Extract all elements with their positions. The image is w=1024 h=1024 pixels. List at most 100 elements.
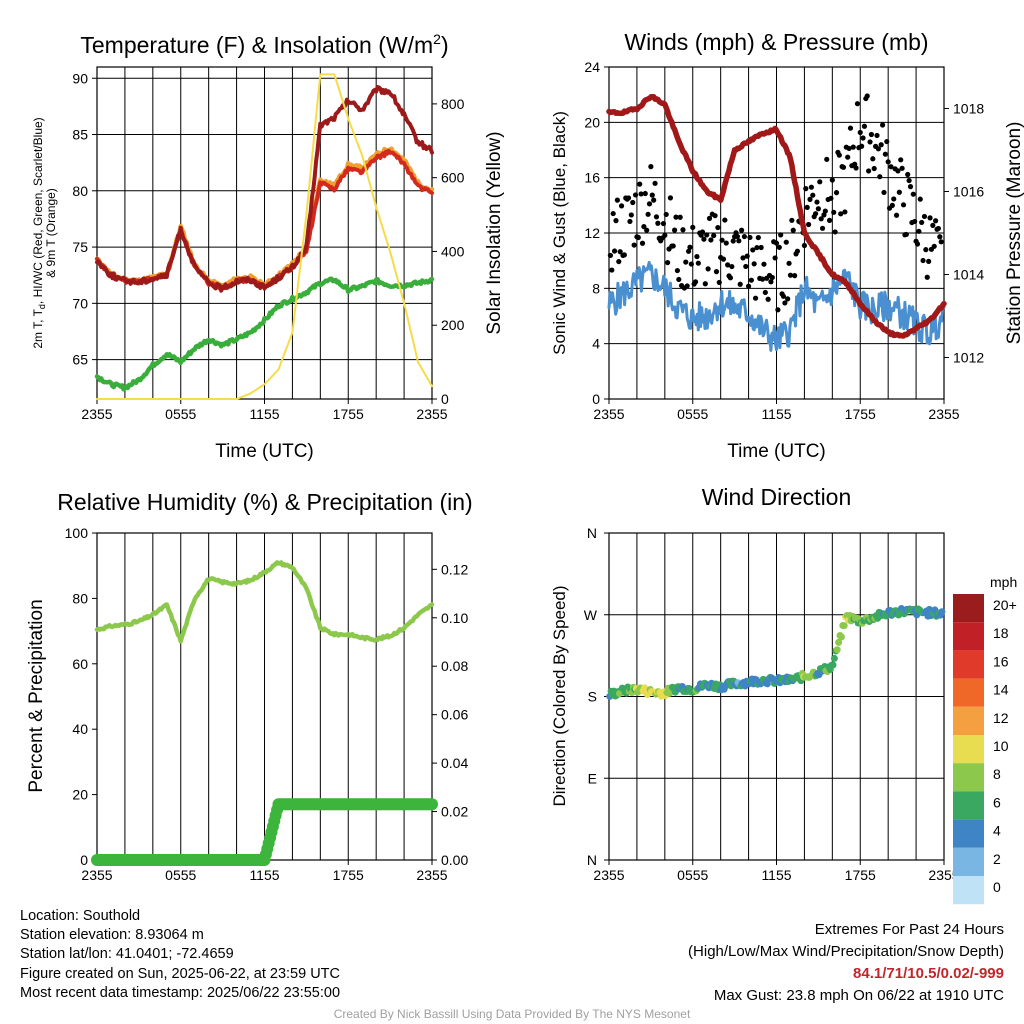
gust-point xyxy=(641,224,647,230)
gust-point xyxy=(618,203,625,209)
gust-point xyxy=(613,218,619,224)
extremes-box: Extremes For Past 24 Hours (High/Low/Max… xyxy=(688,919,1004,1007)
gust-point xyxy=(614,197,620,203)
gust-point xyxy=(736,238,742,244)
gust-point xyxy=(857,129,863,136)
gust-point xyxy=(803,186,809,192)
gust-point xyxy=(875,146,881,152)
gust-point xyxy=(845,154,851,160)
gust-point xyxy=(663,211,669,218)
gust-point xyxy=(935,225,942,232)
gust-point xyxy=(708,237,714,243)
y-tick-label: 85 xyxy=(72,127,88,143)
y-tick-label: 20 xyxy=(72,787,88,803)
gust-point xyxy=(712,213,718,219)
colorbar-label: 8 xyxy=(993,766,1001,782)
gust-point xyxy=(786,260,792,266)
x-tick-label: 2355 xyxy=(81,867,112,883)
gust-point xyxy=(655,220,661,226)
gust-point xyxy=(810,192,816,198)
direction-point xyxy=(829,661,837,669)
y2-tick-label: 0.12 xyxy=(441,561,468,577)
gust-point xyxy=(815,206,821,212)
gust-point xyxy=(859,143,865,149)
y-tick-label: 12 xyxy=(584,225,600,241)
y2-tick-label: 600 xyxy=(441,170,465,186)
gust-point xyxy=(752,295,759,301)
gust-point xyxy=(905,171,911,178)
x-tick-label: 0555 xyxy=(165,867,196,883)
gust-point xyxy=(924,274,930,280)
gust-point xyxy=(695,260,701,266)
colorbar-swatch xyxy=(953,819,984,848)
gust-point xyxy=(881,189,887,196)
y-axis-label: Sonic Wind & Gust (Blue, Black) xyxy=(550,111,569,355)
y-tick-label: E xyxy=(588,770,597,786)
y-tick-label: 80 xyxy=(72,183,88,199)
gust-point xyxy=(759,276,766,282)
x-tick-label: 2355 xyxy=(416,867,447,883)
gust-point xyxy=(864,93,870,99)
x-axis-label: Time (UTC) xyxy=(215,441,314,462)
gust-point xyxy=(906,177,912,184)
gust-point xyxy=(744,253,750,259)
gust-point xyxy=(819,225,826,231)
gust-point xyxy=(772,255,778,261)
y2-axis-label: Station Pressure (Maroon) xyxy=(1004,122,1024,345)
gust-point xyxy=(868,131,875,138)
x-tick-label: 0555 xyxy=(165,406,196,422)
y-axis-label: Percent & Precipitation xyxy=(26,599,47,792)
colorbar-swatch xyxy=(953,650,984,679)
gust-point xyxy=(768,279,774,285)
x-axis-label: Time (UTC) xyxy=(727,441,826,462)
x-tick-label: 2355 xyxy=(928,867,959,883)
x-tick-label: 1755 xyxy=(333,867,364,883)
gust-point xyxy=(662,232,668,238)
gust-point xyxy=(651,197,657,203)
gust-point xyxy=(860,135,866,141)
y-tick-label: 0 xyxy=(592,391,600,407)
y-tick-label: 65 xyxy=(72,352,88,368)
gust-point xyxy=(790,227,796,233)
gust-point xyxy=(740,255,746,261)
gust-point xyxy=(639,240,646,246)
gust-point xyxy=(672,227,678,233)
gust-point xyxy=(824,156,830,162)
gust-point xyxy=(866,168,872,174)
station-elevation: Station elevation: 8.93064 m xyxy=(20,927,204,944)
y2-tick-label: 200 xyxy=(441,317,465,333)
gust-point xyxy=(711,232,717,239)
y2-tick-label: 800 xyxy=(441,96,465,112)
gust-point xyxy=(888,164,894,170)
direction-point xyxy=(840,622,848,630)
gust-point xyxy=(850,144,856,150)
gust-point xyxy=(896,189,902,195)
gust-point xyxy=(644,227,650,233)
colorbar-swatch xyxy=(953,763,984,792)
gust-point xyxy=(723,240,729,246)
gust-point xyxy=(828,195,834,201)
temperature-line xyxy=(94,276,435,392)
gust-point xyxy=(898,157,904,163)
gust-point xyxy=(652,180,658,186)
gust-point xyxy=(889,202,895,208)
y2-tick-label: 1018 xyxy=(953,101,984,117)
x-tick-label: 2355 xyxy=(81,406,112,422)
direction-point xyxy=(835,638,843,646)
colorbar-label: 14 xyxy=(993,682,1009,698)
gust-point xyxy=(917,196,923,202)
y2-tick-label: 0.00 xyxy=(441,852,468,868)
gust-point xyxy=(725,262,731,268)
gust-point xyxy=(699,229,706,235)
y-axis-label-2: & 9m T (Orange) xyxy=(44,188,58,278)
gust-point xyxy=(609,267,615,273)
colorbar-swatch xyxy=(953,791,984,820)
gust-point xyxy=(921,213,928,220)
gust-point xyxy=(667,195,674,201)
gust-point xyxy=(719,237,725,243)
gust-point xyxy=(741,233,747,240)
station-info: Location: Southold Station elevation: 8.… xyxy=(20,907,340,1003)
wind-speed-line xyxy=(607,260,946,352)
gust-point xyxy=(730,238,736,244)
